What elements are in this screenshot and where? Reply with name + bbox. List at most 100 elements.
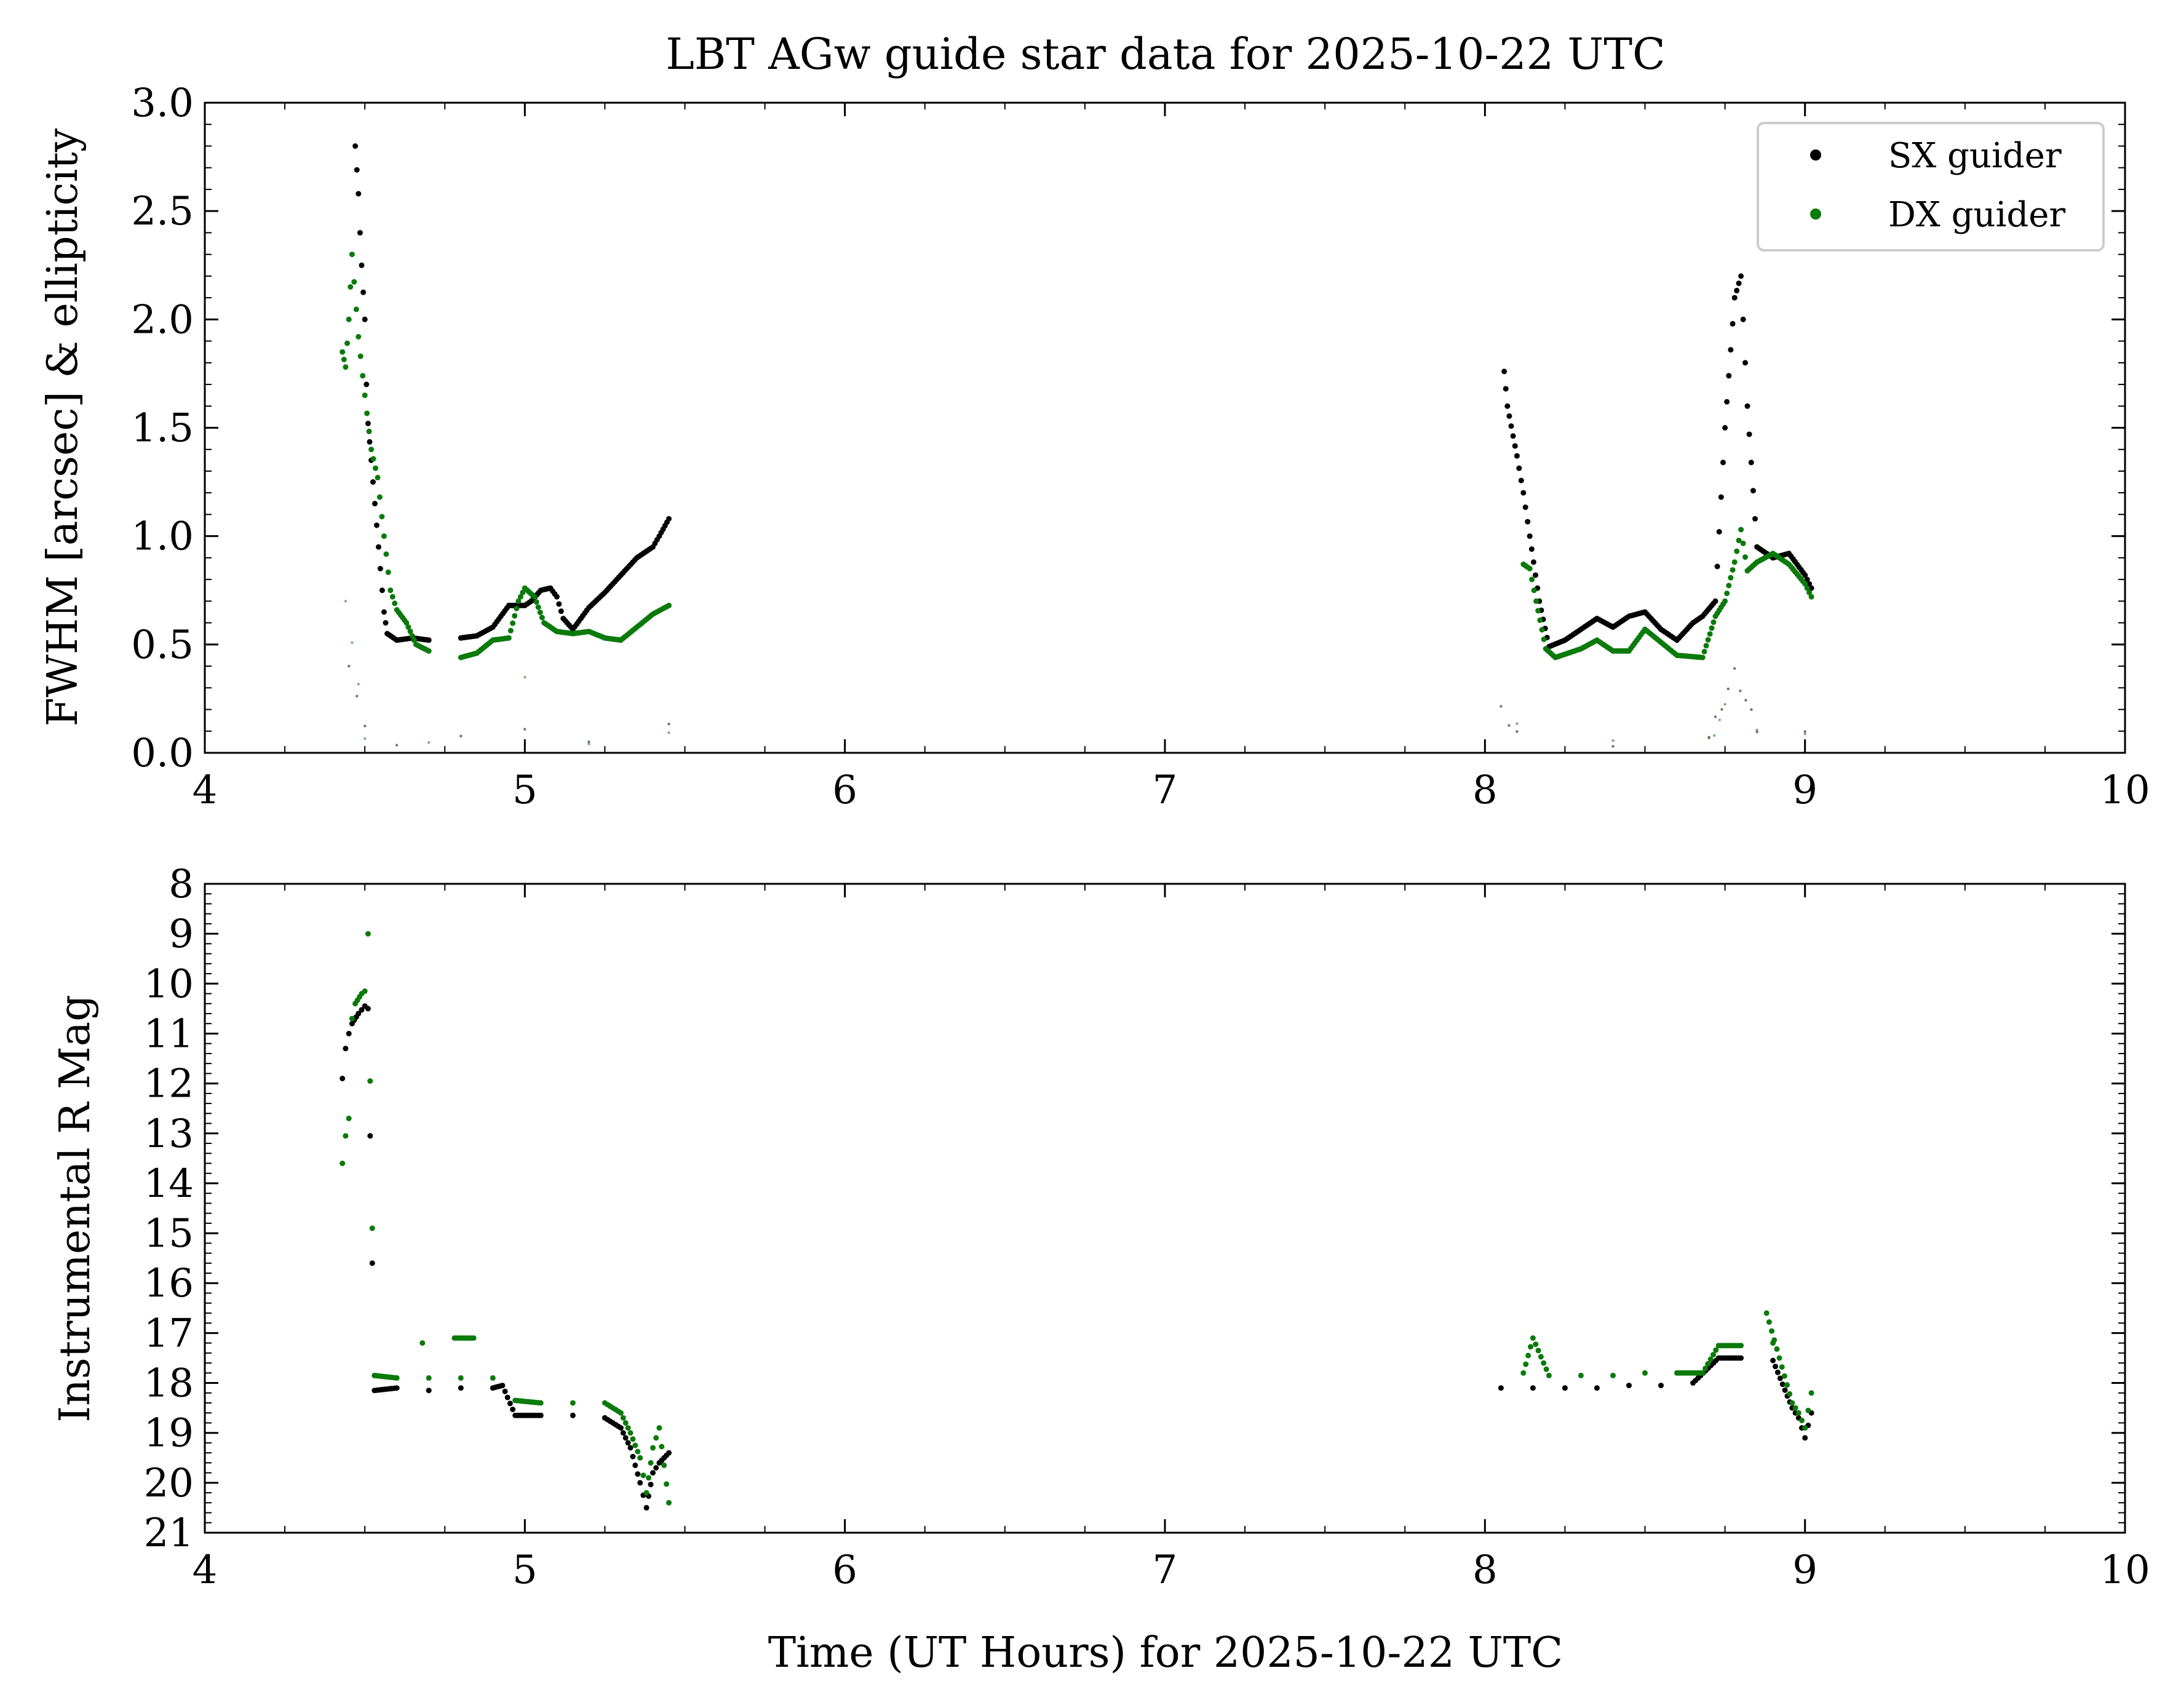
- y-tick-label: 12: [144, 1062, 194, 1107]
- ellipticity-point: [523, 728, 526, 731]
- ellipticity-point: [1739, 689, 1742, 693]
- data-point: [1702, 1365, 1708, 1372]
- data-point: [379, 587, 385, 594]
- ellipticity-point: [1755, 728, 1758, 732]
- x-tick-label: 9: [1792, 768, 1817, 813]
- data-point: [349, 1015, 355, 1022]
- ellipticity-point: [357, 683, 360, 686]
- data-point: [343, 364, 349, 370]
- data-point: [1527, 533, 1533, 539]
- data-point: [381, 533, 387, 539]
- data-point: [367, 439, 373, 445]
- data-point: [344, 340, 350, 346]
- data-point: [1537, 617, 1543, 623]
- data-point: [1731, 295, 1738, 301]
- data-point: [632, 1462, 638, 1468]
- data-point: [659, 1444, 665, 1450]
- data-point: [618, 1410, 624, 1416]
- data-point: [362, 988, 368, 994]
- data-point: [646, 1475, 651, 1481]
- data-point: [1763, 1310, 1770, 1316]
- y-tick-label: 21: [144, 1511, 194, 1556]
- ellipticity-point: [1508, 724, 1511, 727]
- data-point: [1808, 585, 1814, 591]
- y-tick-label: 10: [144, 961, 194, 1007]
- data-point: [356, 334, 362, 340]
- data-point: [1802, 1435, 1808, 1441]
- data-point: [357, 353, 363, 359]
- data-point: [1520, 490, 1527, 496]
- data-point: [353, 306, 359, 312]
- ellipticity-point: [363, 737, 367, 741]
- data-point: [1512, 443, 1518, 449]
- ellipticity-point: [587, 742, 590, 745]
- x-tick-label: 9: [1792, 1547, 1817, 1593]
- y-tick-label: 14: [144, 1161, 194, 1207]
- data-point: [1533, 572, 1538, 578]
- data-point: [1773, 1364, 1778, 1370]
- data-point: [1709, 625, 1715, 631]
- data-point: [512, 613, 518, 619]
- data-point: [1774, 1346, 1780, 1352]
- data-point: [1533, 598, 1539, 604]
- data-point: [1527, 566, 1533, 571]
- legend-box: [1757, 122, 2105, 252]
- data-point: [346, 1031, 352, 1036]
- data-point: [354, 167, 360, 173]
- data-point: [1703, 643, 1709, 649]
- x-tick-label: 8: [1472, 1547, 1498, 1593]
- data-point: [1779, 1364, 1785, 1370]
- data-point: [637, 1480, 643, 1486]
- data-point: [1504, 403, 1511, 409]
- ellipticity-point: [1500, 705, 1503, 708]
- data-point: [1710, 619, 1717, 626]
- data-point: [1530, 1385, 1536, 1391]
- data-point: [1510, 433, 1516, 439]
- y-tick-label: 16: [144, 1261, 194, 1306]
- data-point: [517, 594, 523, 600]
- data-point: [385, 569, 391, 575]
- data-point: [343, 1133, 349, 1139]
- data-point: [381, 609, 387, 615]
- data-point: [376, 494, 383, 500]
- data-point: [618, 1425, 624, 1431]
- data-point: [1769, 1328, 1775, 1334]
- data-point: [1699, 654, 1706, 661]
- data-point: [357, 229, 363, 236]
- data-point: [630, 1436, 636, 1442]
- data-point: [1642, 1370, 1648, 1376]
- data-point: [620, 1415, 626, 1421]
- data-point: [1736, 538, 1742, 544]
- data-point: [632, 1442, 638, 1448]
- data-point: [394, 1385, 400, 1391]
- chart-title: LBT AGw guide star data for 2025-10-22 U…: [665, 29, 1665, 79]
- data-point: [372, 501, 378, 507]
- data-point: [1522, 504, 1528, 510]
- x-tick-label: 6: [832, 768, 857, 813]
- y-tick-label: 11: [144, 1011, 194, 1057]
- data-point: [1750, 488, 1756, 494]
- y-tick-label: 8: [169, 862, 194, 907]
- data-point: [1802, 572, 1808, 578]
- data-point: [643, 1490, 650, 1496]
- ellipticity-point: [523, 675, 526, 679]
- data-point: [1734, 287, 1740, 293]
- y-tick-label: 13: [144, 1111, 194, 1157]
- data-point: [1531, 587, 1537, 594]
- data-point: [1710, 1352, 1716, 1358]
- data-point: [426, 648, 432, 654]
- ellipticity-point: [1733, 667, 1736, 670]
- data-point: [1716, 529, 1722, 535]
- data-point: [1808, 594, 1814, 600]
- y-tick-label: 1.5: [131, 406, 194, 451]
- data-point: [539, 614, 545, 621]
- data-point: [1530, 559, 1536, 565]
- data-point: [1610, 1372, 1616, 1378]
- data-point: [1528, 1344, 1533, 1350]
- data-point: [374, 522, 379, 528]
- data-point: [426, 1388, 432, 1394]
- data-point: [1503, 386, 1509, 392]
- y-tick-label: 0.0: [131, 731, 194, 776]
- ellipticity-point: [1516, 722, 1519, 725]
- ellipticity-point: [667, 731, 670, 734]
